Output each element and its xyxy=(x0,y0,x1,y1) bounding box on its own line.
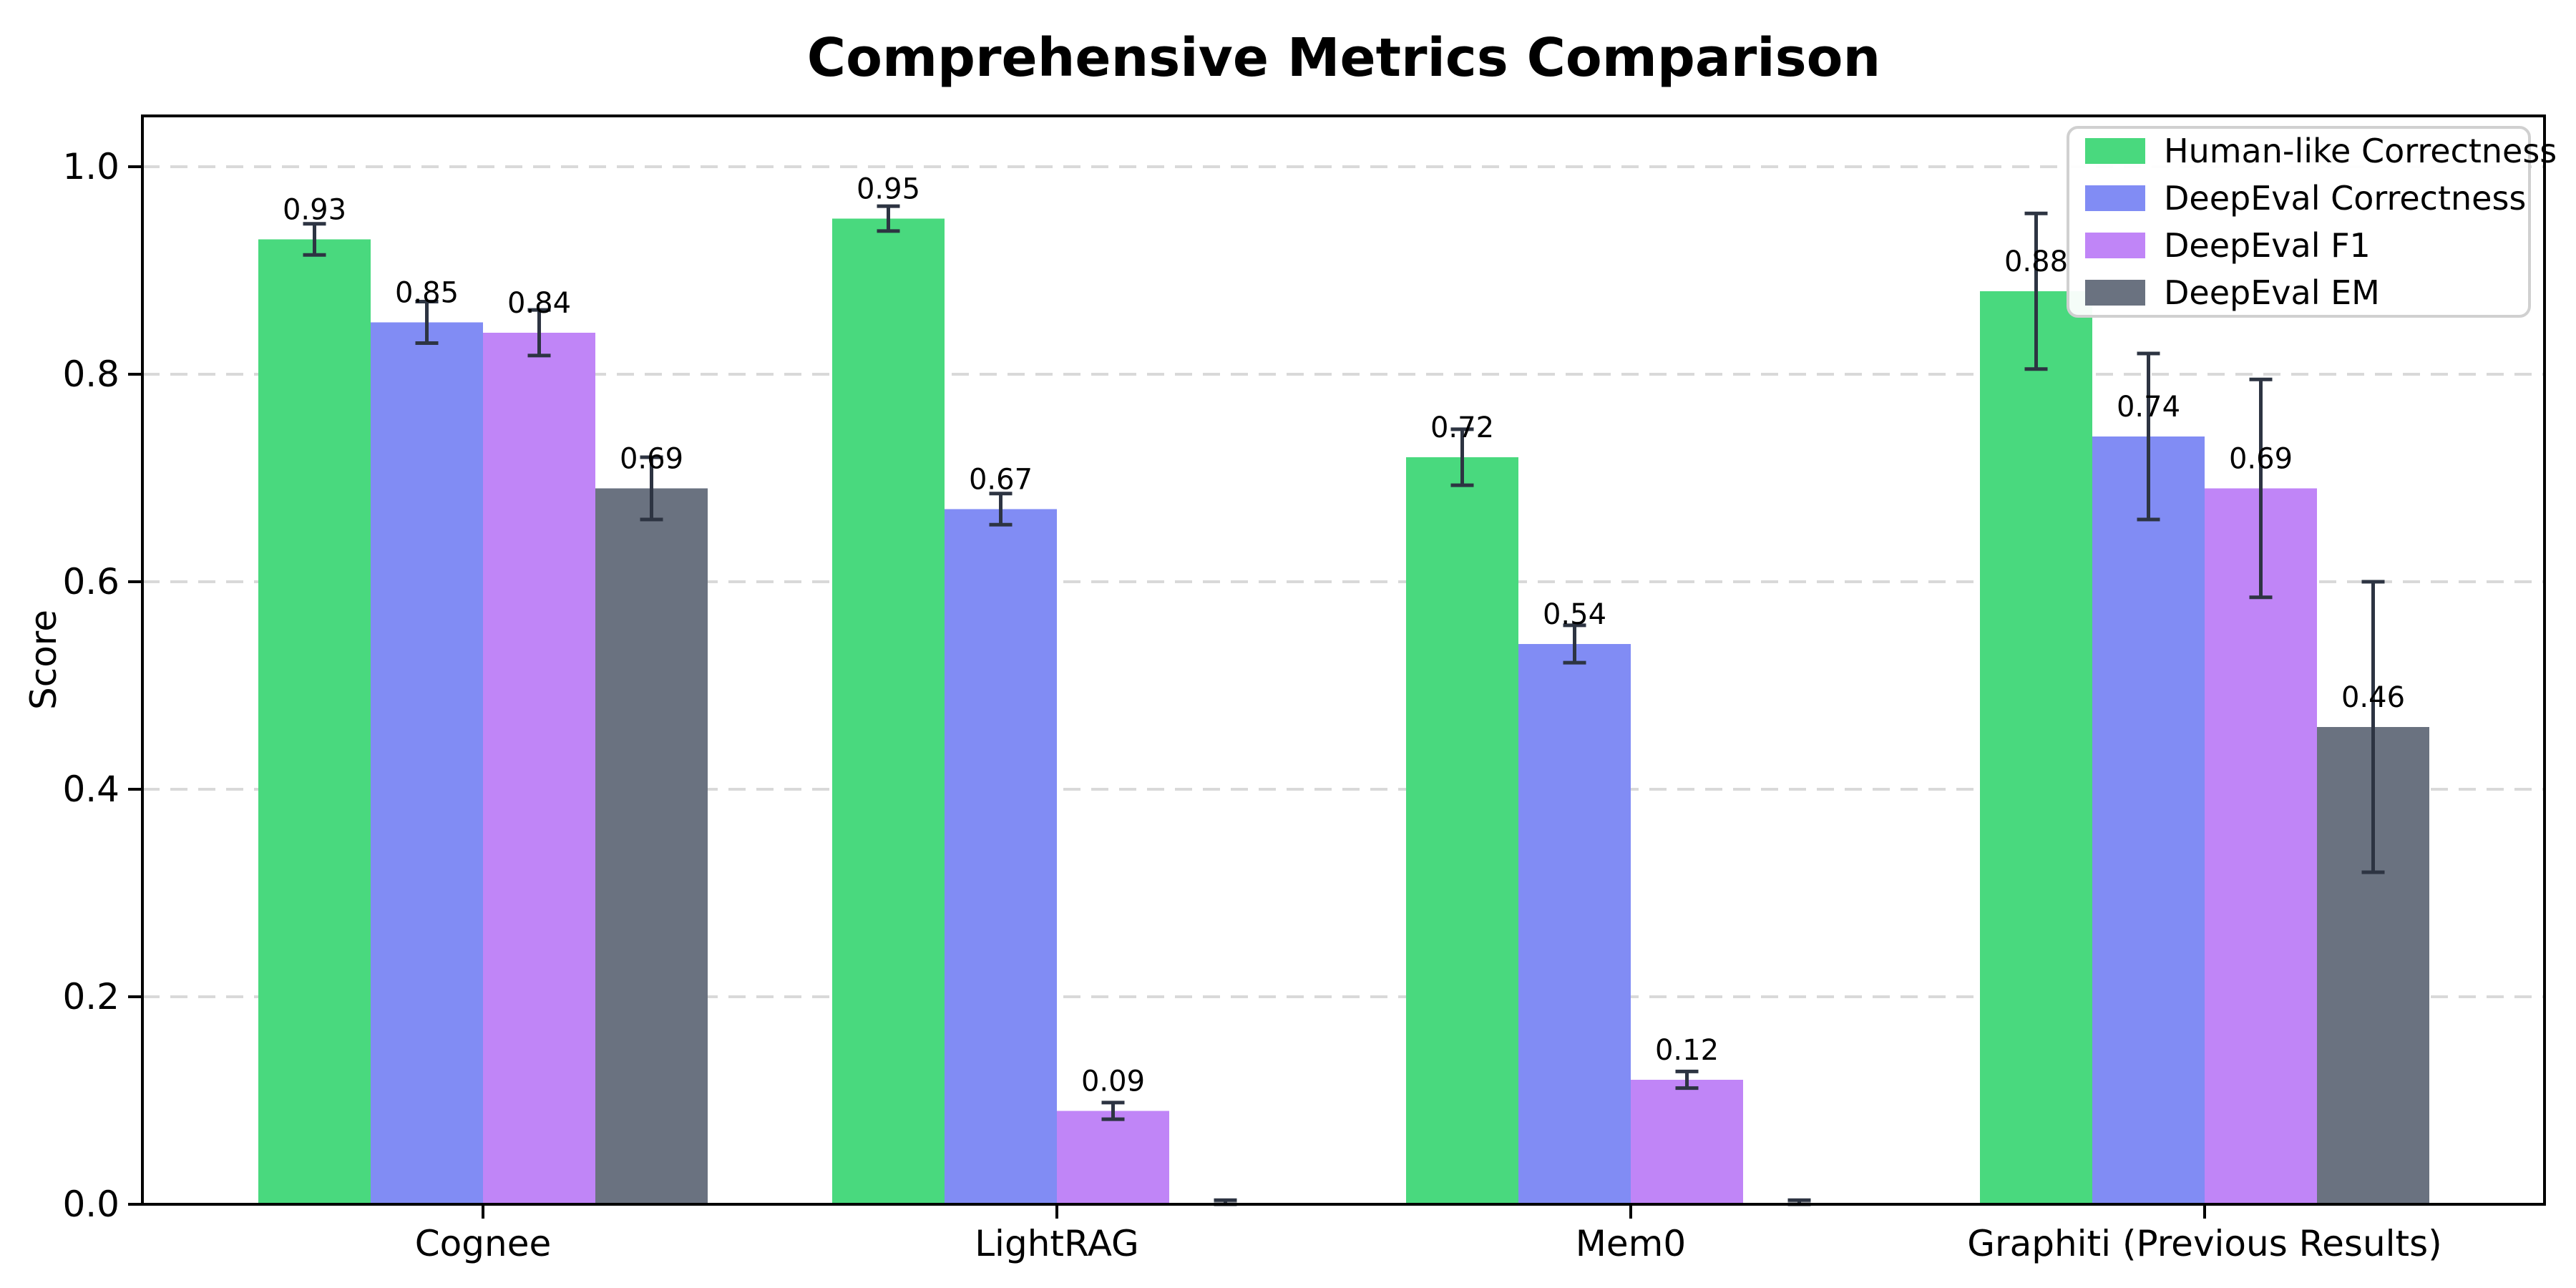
value-label-mem0-deepeval-correctness: 0.54 xyxy=(1543,598,1606,631)
legend: Human-like Correctness DeepEval Correctne… xyxy=(2067,126,2557,318)
axes: 0.0 0.2 0.4 0.6 0.8 1.0 Cognee LightRAG Mem0 Grap… xyxy=(62,114,2546,1264)
bar-cognee-human-like-correctness xyxy=(258,239,371,1204)
x-tick-label-lightrag: LightRAG xyxy=(975,1223,1139,1264)
legend-swatch-human-like-correctness xyxy=(2085,138,2145,164)
bar-mem0-deepeval-f1 xyxy=(1631,1080,1743,1204)
x-tick-label-cognee: Cognee xyxy=(415,1223,551,1264)
legend-label-human-like-correctness: Human-like Correctness xyxy=(2164,132,2557,170)
value-labels: 0.93 0.95 0.72 0.88 0.85 0.67 0.54 0.74 0.84 0.09… xyxy=(283,173,2405,1098)
value-label-mem0-human-like-correctness: 0.72 xyxy=(1430,411,1494,444)
legend-label-deepeval-correctness: DeepEval Correctness xyxy=(2164,179,2526,218)
legend-swatch-deepeval-correctness xyxy=(2085,185,2145,211)
y-tick-label-0.6: 0.6 xyxy=(62,561,119,602)
value-label-cognee-deepeval-correctness: 0.85 xyxy=(395,277,459,310)
value-label-mem0-deepeval-f1: 0.12 xyxy=(1655,1034,1719,1067)
bar-cognee-deepeval-em xyxy=(595,488,708,1204)
bar-graphiti-previous-results-deepeval-correctness xyxy=(2092,436,2205,1204)
value-label-graphiti-previous-results-deepeval-em: 0.46 xyxy=(2341,681,2405,714)
bar-lightrag-deepeval-correctness xyxy=(945,509,1057,1204)
bar-lightrag-human-like-correctness xyxy=(832,218,945,1204)
y-tick-label-1.0: 1.0 xyxy=(62,146,119,187)
value-label-lightrag-deepeval-correctness: 0.67 xyxy=(969,464,1033,497)
bar-cognee-deepeval-correctness xyxy=(371,322,483,1204)
legend-label-deepeval-f1: DeepEval F1 xyxy=(2164,226,2371,265)
legend-swatch-deepeval-em xyxy=(2085,280,2145,306)
y-tick-label-0.2: 0.2 xyxy=(62,976,119,1018)
value-label-graphiti-previous-results-deepeval-correctness: 0.74 xyxy=(2117,391,2180,424)
bars xyxy=(258,218,2429,1204)
y-tick-label-0.8: 0.8 xyxy=(62,353,119,395)
y-tick-label-0.4: 0.4 xyxy=(62,769,119,810)
plot-border xyxy=(141,114,2546,1206)
value-label-graphiti-previous-results-deepeval-f1: 0.69 xyxy=(2229,443,2293,476)
y-axis-label: Score xyxy=(23,610,64,710)
error-bars xyxy=(303,204,2385,1206)
value-label-cognee-human-like-correctness: 0.93 xyxy=(283,194,346,227)
bar-graphiti-previous-results-human-like-correctness xyxy=(1980,291,2092,1204)
legend-label-deepeval-em: DeepEval EM xyxy=(2164,273,2380,312)
chart-title: Comprehensive Metrics Comparison xyxy=(807,27,1880,89)
value-label-cognee-deepeval-em: 0.69 xyxy=(620,443,683,476)
legend-box xyxy=(2067,126,2531,318)
legend-swatch-deepeval-f1 xyxy=(2085,233,2145,258)
bar-mem0-human-like-correctness xyxy=(1406,457,1518,1204)
value-label-lightrag-human-like-correctness: 0.95 xyxy=(857,173,920,206)
value-label-lightrag-deepeval-f1: 0.09 xyxy=(1081,1065,1145,1098)
bar-graphiti-previous-results-deepeval-f1 xyxy=(2205,488,2317,1204)
bar-cognee-deepeval-f1 xyxy=(483,333,595,1204)
value-label-cognee-deepeval-f1: 0.84 xyxy=(507,287,571,320)
value-label-graphiti-previous-results-human-like-correctness: 0.88 xyxy=(2004,245,2068,278)
y-tick-label-0.0: 0.0 xyxy=(62,1184,119,1225)
x-tick-label-mem0: Mem0 xyxy=(1576,1223,1686,1264)
bar-lightrag-deepeval-f1 xyxy=(1057,1111,1169,1204)
bar-mem0-deepeval-correctness xyxy=(1518,644,1631,1204)
x-tick-label-graphiti-previous-results: Graphiti (Previous Results) xyxy=(1967,1223,2441,1264)
